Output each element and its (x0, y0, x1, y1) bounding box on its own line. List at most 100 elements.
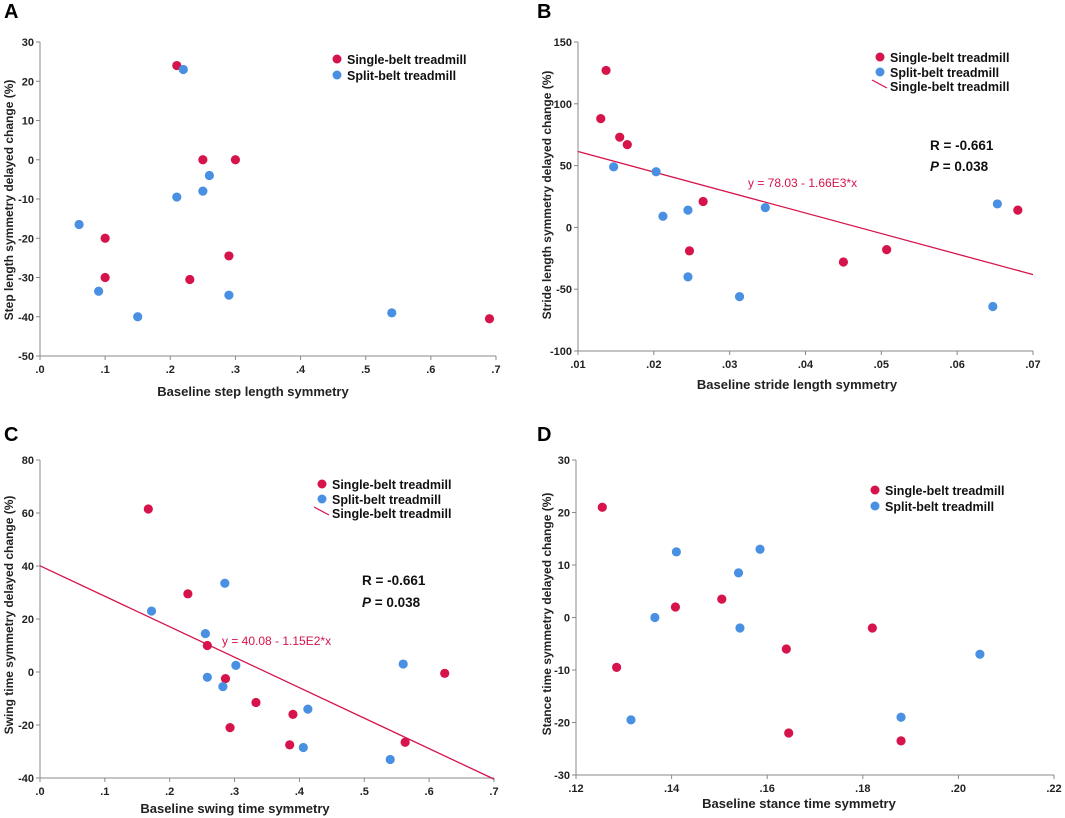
single-belt-point (202, 640, 212, 651)
legend-single-label: Single-belt treadmill (890, 51, 1009, 65)
single-belt-point (597, 502, 607, 512)
split-belt-point (200, 628, 210, 639)
x-tick-label: .0 (35, 364, 44, 376)
split-belt-point (231, 660, 241, 670)
x-tick-label: .1 (100, 786, 109, 798)
single-belt-point (143, 504, 153, 514)
y-tick-label: -20 (18, 720, 34, 732)
panel-c-label: C (4, 424, 18, 446)
y-tick-label: -30 (18, 273, 34, 285)
legend-fit-label: Single-belt treadmill (332, 507, 451, 521)
y-tick-label: -20 (18, 233, 34, 245)
p-symbol: P (930, 159, 940, 174)
y-tick-label: -40 (18, 773, 34, 785)
x-tick-label: .5 (361, 364, 370, 376)
split-belt-point (224, 290, 234, 300)
legend-single-label: Single-belt treadmill (347, 53, 466, 67)
panel-c: C Baseline swing time symmetry Swing tim… (2, 424, 499, 816)
y-tick-label: 50 (560, 161, 572, 173)
single-belt-point (400, 737, 410, 747)
panel-d-y-axis-title: Stance time symmetry delayed change (%) (540, 493, 554, 736)
y-tick-label: 0 (28, 155, 34, 167)
panel-c-r-value: R = -0.661 (362, 573, 426, 588)
panel-b-y-axis-title: Stride length symmetry delayed change (%… (540, 71, 554, 320)
panel-c-p-value: P = 0.038 (362, 595, 421, 610)
legend-fit-line (313, 506, 330, 516)
panel-d-label: D (537, 424, 551, 446)
y-tick-label: 150 (554, 37, 572, 49)
split-belt-point (385, 754, 395, 765)
single-belt-point (717, 594, 727, 604)
x-tick-label: .6 (425, 786, 434, 798)
y-tick-label: -10 (554, 665, 570, 677)
single-belt-point (225, 723, 235, 733)
legend-split-label: Split-belt treadmill (332, 493, 441, 507)
p-symbol: P (362, 595, 372, 610)
y-tick-label: -20 (554, 718, 570, 730)
split-belt-point (387, 308, 397, 318)
split-belt-point (298, 742, 308, 753)
y-tick-label: 100 (554, 99, 572, 111)
y-tick-label: 20 (22, 76, 34, 88)
single-belt-point (596, 114, 606, 124)
x-tick-label: .4 (296, 364, 306, 376)
single-belt-point (100, 272, 110, 283)
x-tick-label: .1 (101, 364, 110, 376)
legend-single-marker (332, 54, 342, 64)
split-belt-point (734, 292, 745, 302)
x-tick-label: .2 (165, 786, 174, 798)
single-belt-point (670, 602, 681, 612)
single-belt-point (484, 314, 495, 324)
x-tick-label: .5 (360, 786, 369, 798)
split-belt-point (178, 64, 188, 75)
single-belt-point (1013, 205, 1023, 215)
x-tick-label: .18 (855, 783, 870, 795)
single-belt-point (612, 662, 622, 672)
panel-a: A Baseline step length symmetry Step len… (2, 1, 501, 399)
x-tick-label: .3 (231, 364, 240, 376)
single-belt-point (615, 132, 625, 142)
p-number: = 0.038 (371, 595, 421, 610)
split-belt-point (650, 612, 660, 623)
panel-b: B Baseline stride length symmetry Stride… (537, 1, 1041, 392)
split-belt-point (146, 606, 157, 616)
single-belt-point (183, 589, 193, 599)
legend-split-marker (875, 67, 885, 77)
panel-b-x-axis-title: Baseline stride length symmetry (697, 377, 898, 392)
split-belt-point (204, 170, 214, 181)
x-tick-label: .22 (1046, 783, 1061, 795)
legend-single-label: Single-belt treadmill (885, 484, 1004, 498)
y-tick-label: 0 (28, 667, 34, 679)
split-belt-point (74, 219, 84, 230)
single-belt-point (100, 233, 110, 243)
split-belt-point (896, 712, 906, 722)
single-belt-point (440, 668, 450, 678)
split-belt-point (755, 544, 765, 554)
x-tick-label: .3 (230, 786, 239, 798)
split-belt-point (398, 659, 408, 669)
single-belt-point (198, 155, 208, 165)
split-belt-point (760, 203, 770, 213)
single-belt-point (224, 251, 234, 261)
single-belt-point (601, 65, 611, 76)
split-belt-point (651, 167, 661, 177)
x-tick-label: .7 (489, 786, 498, 798)
panel-c-x-axis-title: Baseline swing time symmetry (140, 801, 330, 816)
y-tick-label: -30 (554, 770, 570, 782)
single-belt-point (896, 736, 906, 746)
split-belt-point (683, 272, 693, 282)
split-belt-point (133, 312, 143, 322)
y-tick-label: 0 (564, 613, 570, 625)
x-tick-label: .06 (950, 359, 965, 371)
y-tick-label: 60 (22, 508, 34, 520)
x-tick-label: .2 (166, 364, 175, 376)
x-tick-label: .0 (35, 786, 44, 798)
split-belt-point (94, 286, 104, 296)
panel-a-legend: Single-belt treadmill Split-belt treadmi… (332, 53, 466, 83)
legend-split-marker (317, 494, 327, 504)
panel-d-legend: Single-belt treadmill Split-belt treadmi… (870, 484, 1004, 514)
single-belt-point (882, 245, 892, 255)
single-belt-point (684, 246, 695, 256)
x-tick-label: .01 (570, 359, 585, 371)
